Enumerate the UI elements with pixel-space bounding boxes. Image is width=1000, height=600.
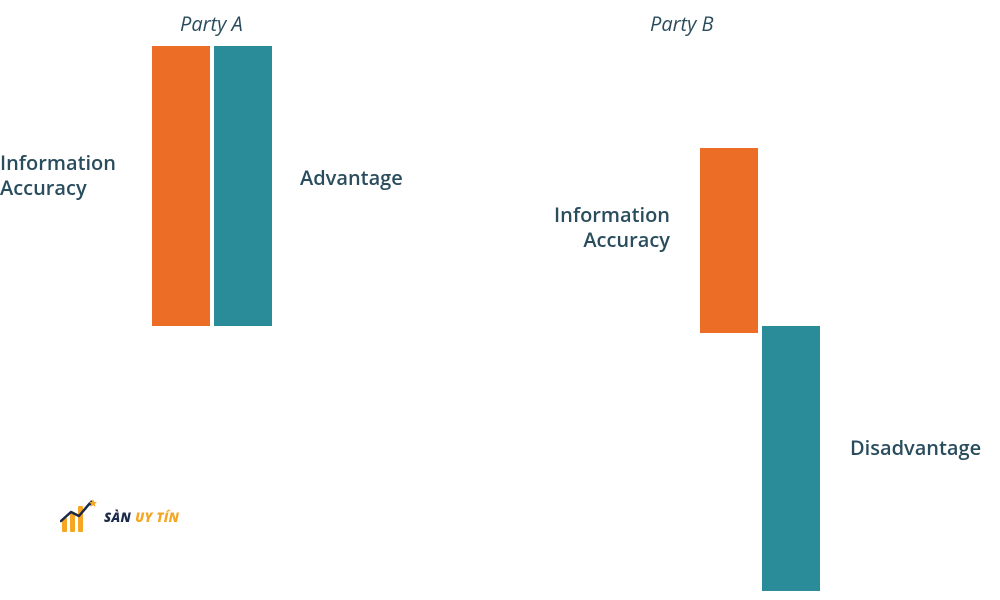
party-a-info-bar bbox=[152, 46, 210, 326]
party-b-disadvantage-bar bbox=[762, 326, 820, 591]
party-b-info-bar bbox=[700, 148, 758, 333]
logo-text-san: SÀN bbox=[104, 511, 131, 524]
brand-logo: SÀN UY TÍN bbox=[60, 498, 179, 536]
logo-mark-icon bbox=[60, 498, 98, 536]
party-a-advantage-bar bbox=[214, 46, 272, 326]
party-b-info-label: Information Accuracy bbox=[520, 202, 670, 252]
party-a-title: Party A bbox=[180, 10, 243, 37]
logo-text-uytin: UY TÍN bbox=[135, 511, 179, 524]
party-b-disadvantage-label: Disadvantage bbox=[850, 435, 1000, 460]
party-a-advantage-label: Advantage bbox=[300, 165, 440, 190]
party-b-title: Party B bbox=[650, 10, 714, 37]
party-a-info-label: Information Accuracy bbox=[0, 150, 130, 200]
logo-text: SÀN UY TÍN bbox=[104, 511, 179, 524]
